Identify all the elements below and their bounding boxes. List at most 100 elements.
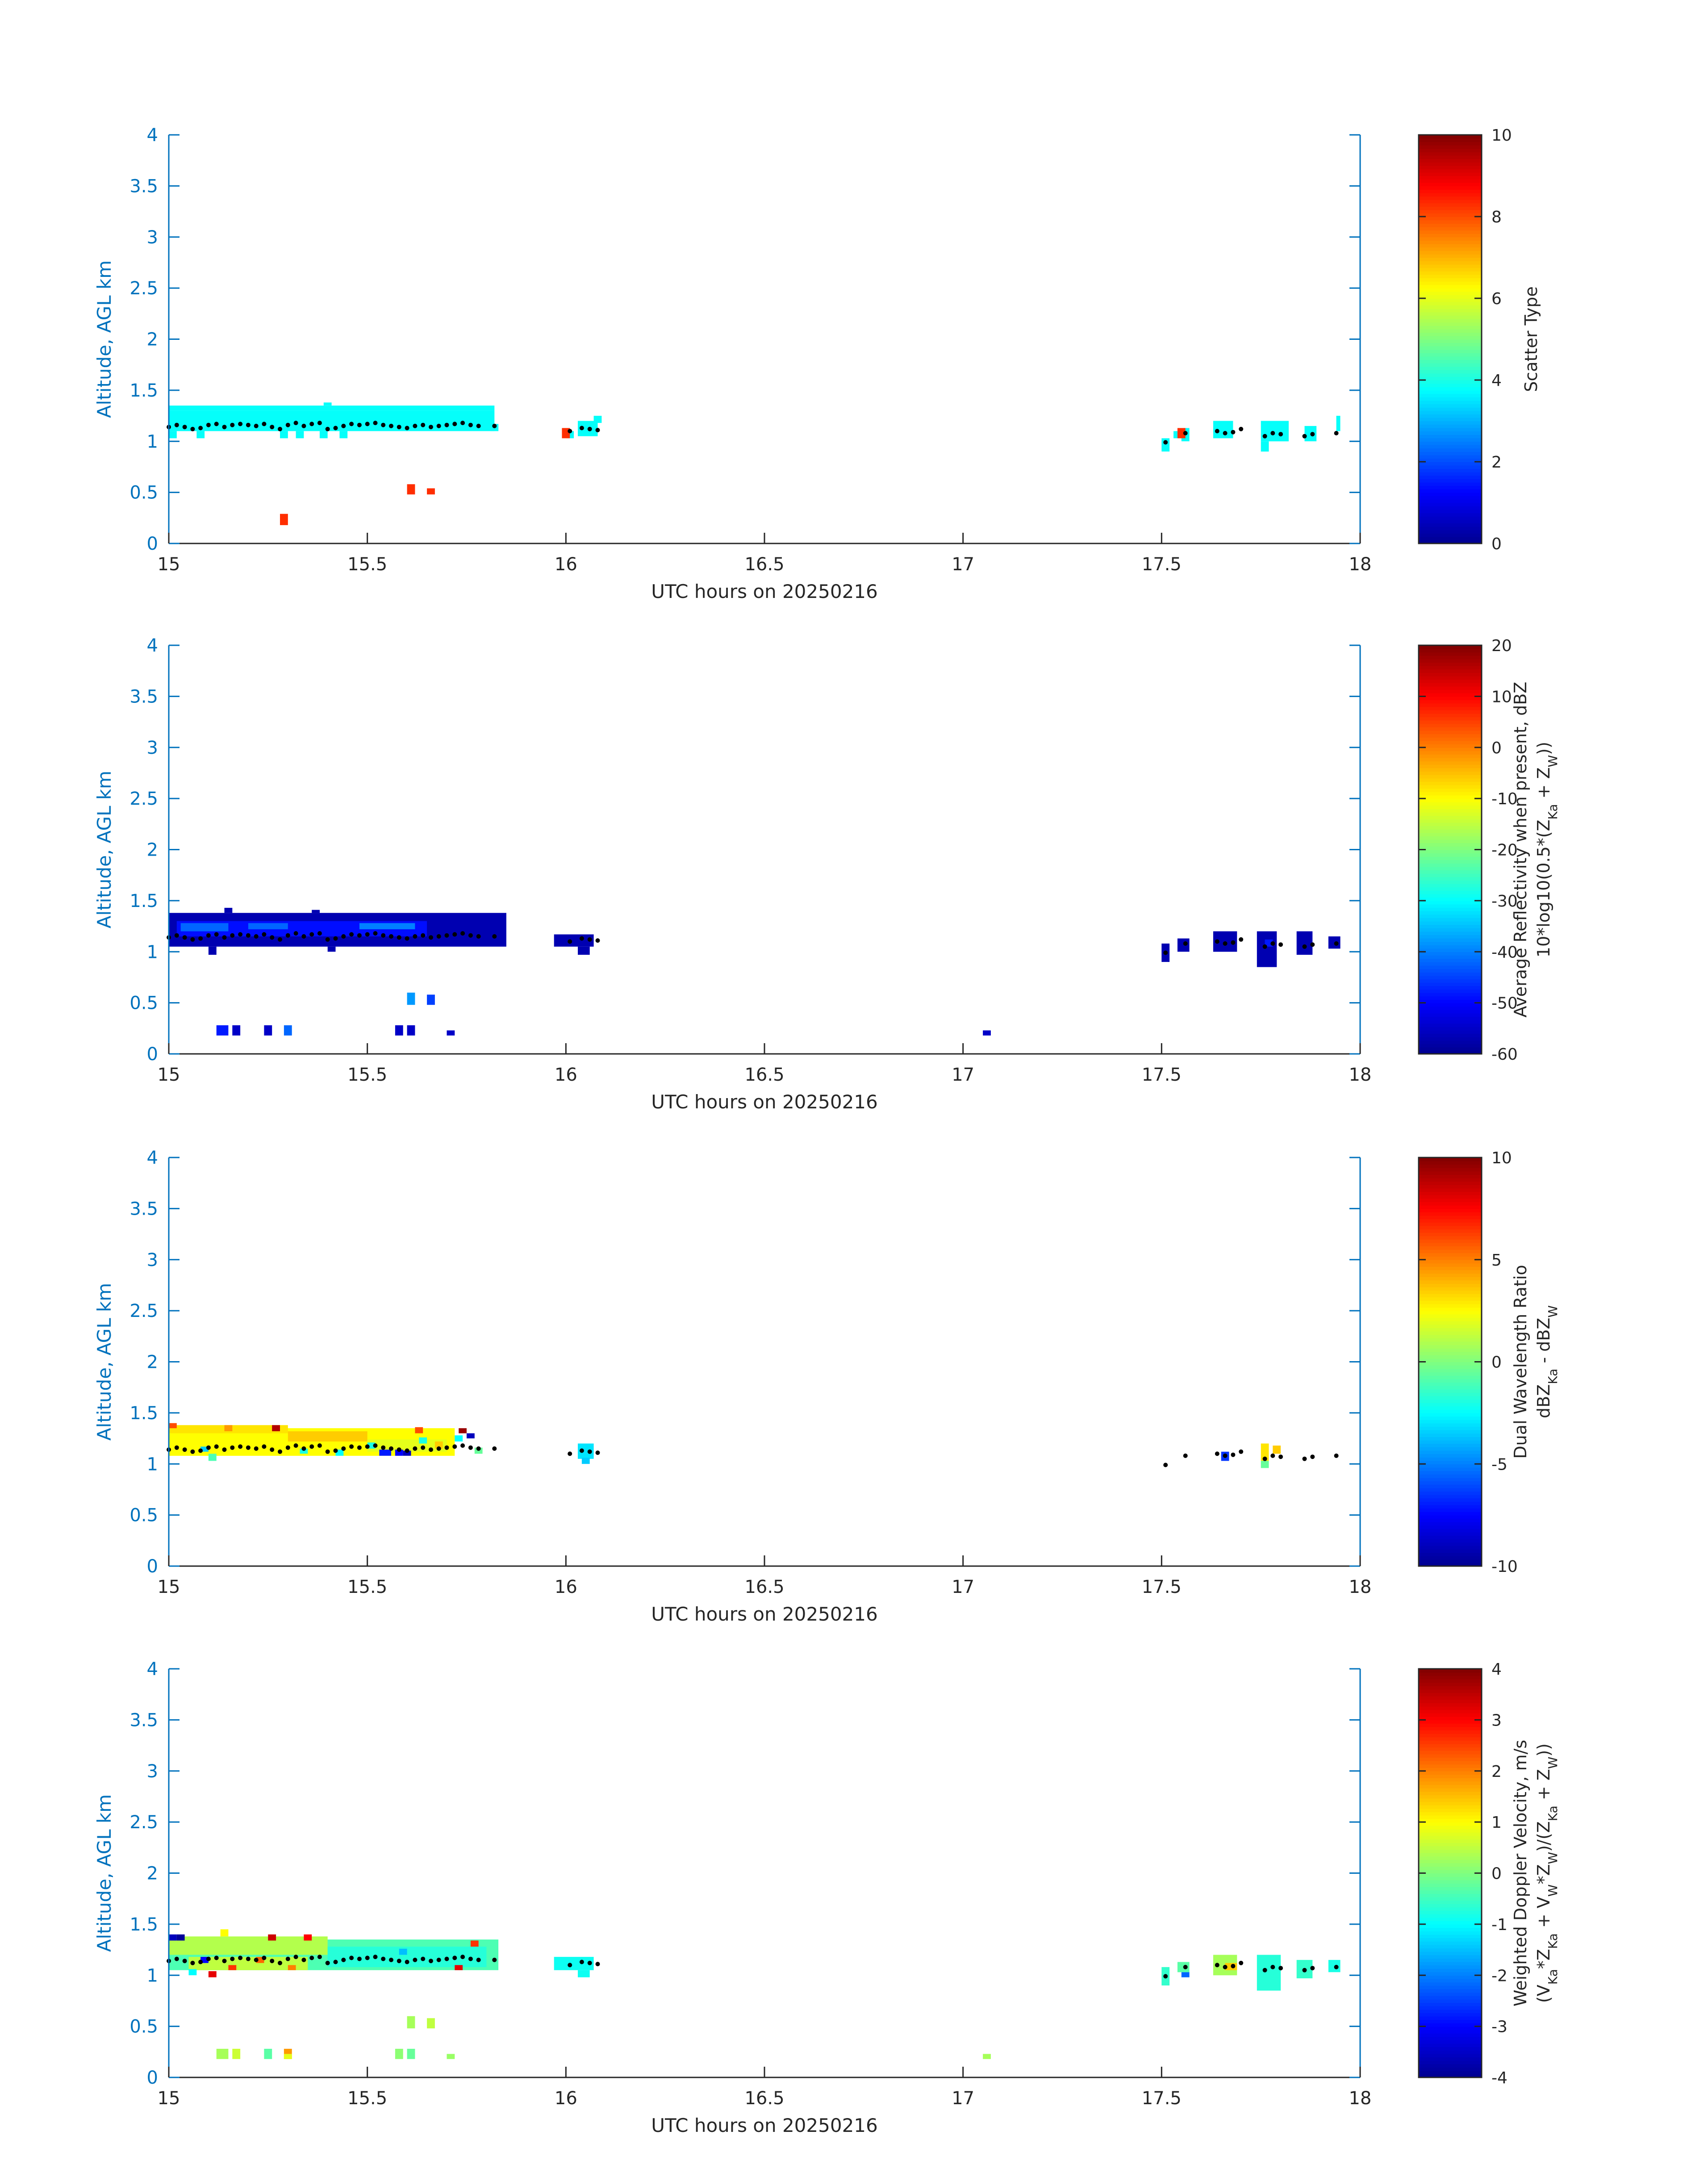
colorbar-segment (1419, 513, 1482, 517)
colorbar-segment (1419, 1968, 1482, 1972)
data-point (476, 423, 481, 428)
colorbar-tick-label: -1 (1491, 1916, 1508, 1934)
colorbar-segment (1419, 1304, 1482, 1308)
data-point (452, 932, 457, 937)
y-tick-label: 4 (147, 1148, 158, 1168)
colorbar-segment (1419, 1236, 1482, 1240)
data-point (198, 1448, 203, 1453)
colorbar-segment (1419, 1348, 1482, 1352)
colorbar-segment (1419, 1368, 1482, 1373)
data-point (568, 1963, 572, 1968)
data-point (309, 422, 314, 426)
data-point (230, 1445, 235, 1450)
data-point (182, 1447, 187, 1452)
colorbar-segment (1419, 809, 1482, 813)
colorbar-segment (1419, 346, 1482, 350)
data-point (317, 421, 322, 426)
colorbar-segment (1419, 165, 1482, 170)
colorbar-segment (1419, 870, 1482, 874)
data-point (190, 426, 195, 431)
x-tick-label: 17 (952, 1065, 974, 1085)
colorbar-tick-label: 20 (1491, 637, 1512, 655)
colorbar-segment (1419, 142, 1482, 146)
data-point (333, 1448, 338, 1453)
data-point (373, 931, 378, 936)
colorbar-segment (1419, 1720, 1482, 1724)
colorbar-segment (1419, 1161, 1482, 1165)
colorbar-segment (1419, 788, 1482, 792)
colorbar-segment (1419, 962, 1482, 966)
data-point (1223, 431, 1228, 435)
data-point (333, 426, 338, 430)
colorbar-segment (1419, 182, 1482, 187)
data-point (301, 934, 306, 939)
colorbar-segment (1419, 1409, 1482, 1413)
heatmap-cell (459, 1428, 467, 1433)
data-point (373, 421, 378, 426)
colorbar-segment (1419, 1726, 1482, 1731)
colorbar-segment (1419, 509, 1482, 514)
colorbar-segment (1419, 462, 1482, 466)
colorbar-segment (1419, 822, 1482, 826)
colorbar-segment (1419, 1515, 1482, 1519)
colorbar-tick-label: 4 (1491, 1660, 1502, 1679)
data-point (1215, 1451, 1219, 1456)
colorbar-segment (1419, 1812, 1482, 1816)
colorbar-segment (1419, 1890, 1482, 1894)
data-point (1183, 941, 1188, 946)
colorbar-segment (1419, 2047, 1482, 2051)
data-point (595, 1962, 600, 1967)
colorbar-segment (1419, 900, 1482, 905)
colorbar-tick-label: 3 (1491, 1711, 1502, 1730)
colorbar-tick-label: 0 (1491, 1354, 1502, 1372)
colorbar-segment (1419, 393, 1482, 397)
colorbar-segment (1419, 832, 1482, 836)
colorbar-segment (1419, 989, 1482, 993)
data-point (293, 421, 298, 426)
colorbar-segment (1419, 883, 1482, 888)
data-point (1334, 941, 1339, 946)
x-tick-label: 18 (1349, 1577, 1372, 1597)
colorbar-tick-label: 0 (1491, 1865, 1502, 1883)
data-point (182, 425, 187, 430)
data-point (285, 1956, 290, 1961)
y-tick-label: 1 (147, 1454, 158, 1475)
heatmap-cell (268, 1934, 276, 1941)
y-tick-label: 2.5 (129, 1301, 158, 1321)
colorbar-segment (1419, 472, 1482, 476)
colorbar-segment (1419, 1951, 1482, 1956)
data-point (587, 1449, 592, 1454)
colorbar-segment (1419, 1852, 1482, 1857)
colorbar-segment (1419, 356, 1482, 360)
colorbar-segment (1419, 836, 1482, 840)
colorbar-segment (1419, 676, 1482, 680)
data-point (1278, 1966, 1283, 1971)
y-tick-label: 3.5 (129, 1710, 158, 1730)
colorbar-segment (1419, 747, 1482, 752)
colorbar-segment (1419, 802, 1482, 806)
colorbar-segment (1419, 1375, 1482, 1379)
data-point (476, 1446, 481, 1451)
colorbar-segment (1419, 2057, 1482, 2061)
cloud-base-dots (167, 1955, 1339, 1979)
colorbar-segment (1419, 1849, 1482, 1853)
colorbar-segment (1419, 771, 1482, 775)
colorbar-segment (1419, 444, 1482, 449)
y-tick-label: 2.5 (129, 1812, 158, 1833)
colorbar-segment (1419, 1897, 1482, 1901)
data-point (1310, 942, 1315, 947)
data-point (492, 423, 497, 428)
colorbar-segment (1419, 1392, 1482, 1396)
colorbar-segment (1419, 519, 1482, 524)
colorbar-segment (1419, 1440, 1482, 1444)
colorbar-segment (1419, 536, 1482, 541)
colorbar-title-line: Dual Wavelength Ratio (1511, 1265, 1530, 1458)
colorbar-segment (1419, 969, 1482, 973)
heatmap-cell (288, 1965, 296, 1970)
colorbar-tick-label: 0 (1491, 739, 1502, 757)
y-tick-label: 0.5 (129, 1505, 158, 1526)
colorbar-segment (1419, 1341, 1482, 1345)
colorbar-segment (1419, 1784, 1482, 1788)
colorbar-segment (1419, 700, 1482, 704)
data-point (460, 1443, 465, 1448)
